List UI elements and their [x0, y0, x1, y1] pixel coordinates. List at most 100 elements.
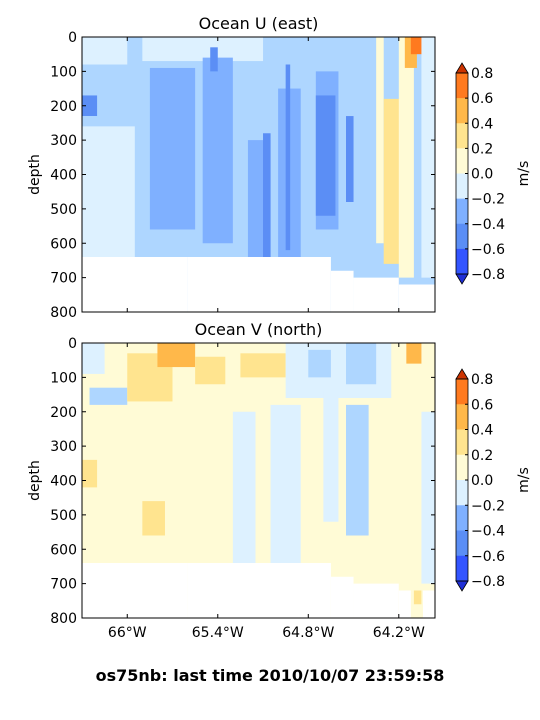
- heatmap-cell: [240, 353, 286, 378]
- y-axis-label: depth: [27, 154, 43, 195]
- colorbar-segment: [456, 480, 468, 506]
- colorbar-segment: [456, 429, 468, 456]
- colorbar-segment: [456, 98, 468, 124]
- heatmap-cell: [422, 590, 435, 618]
- y-axis-label: depth: [27, 460, 43, 501]
- colorbar-segment: [456, 379, 468, 405]
- heatmap-cell: [82, 116, 135, 127]
- heatmap-cell: [157, 343, 196, 368]
- colorbar-tick-label: 0.4: [471, 116, 493, 132]
- heatmap-cell: [330, 576, 354, 618]
- colorbar-tick-label: −0.8: [471, 267, 505, 283]
- heatmap-cell: [195, 356, 226, 385]
- colorbar-tick-label: −0.4: [471, 524, 505, 540]
- colorbar-extend-max: [455, 62, 469, 74]
- heatmap-cell: [323, 391, 339, 522]
- heatmap-cell: [410, 37, 423, 55]
- heatmap-cell: [82, 126, 135, 257]
- heatmap-cell: [345, 404, 369, 536]
- heatmap-cell: [308, 349, 331, 378]
- heatmap-cell: [82, 95, 98, 117]
- heatmap-cell: [406, 343, 422, 364]
- y-tick-label: 800: [50, 305, 77, 321]
- colorbar-tick-label: 0.2: [471, 141, 493, 157]
- colorbar-tick-label: −0.2: [471, 498, 505, 514]
- heatmap-cell: [82, 563, 188, 618]
- colorbar-segment: [456, 198, 468, 225]
- heatmap-cell: [232, 411, 256, 563]
- y-tick-label: 700: [50, 271, 77, 287]
- colorbar-segment: [456, 173, 468, 200]
- panel-1: Ocean U (east) 0 100 200 300 400 500 600 700 800 d…: [27, 14, 532, 321]
- colorbar-tick-label: −0.8: [471, 574, 505, 590]
- colorbar-segment: [456, 555, 468, 582]
- colorbar-tick-label: −0.2: [471, 192, 505, 208]
- heatmap-cell: [149, 67, 196, 230]
- y-tick-label: 200: [50, 99, 77, 115]
- heatmap-cell: [270, 404, 301, 563]
- heatmap-cell: [202, 57, 233, 244]
- heatmap-cell: [421, 37, 435, 278]
- heatmap-cell: [398, 37, 414, 278]
- colorbar-segment: [456, 248, 468, 275]
- y-tick-label: 100: [50, 370, 77, 386]
- heatmap-cell: [353, 583, 399, 618]
- y-tick-label: 800: [50, 611, 77, 627]
- heatmap-cell: [82, 459, 98, 488]
- colorbar-tick-label: 0.0: [471, 167, 493, 183]
- colorbar-segment: [456, 404, 468, 430]
- heatmap-cell: [353, 277, 399, 312]
- colorbar-tick-label: 0.4: [471, 423, 493, 439]
- heatmap-cell: [82, 37, 128, 65]
- heatmap-cell: [398, 590, 411, 618]
- heatmap-cell: [398, 284, 435, 312]
- x-tick-label: 66°W: [108, 625, 147, 641]
- colorbar-tick-label: 0.0: [471, 473, 493, 489]
- colorbar-segment: [456, 148, 468, 174]
- colorbar-segment: [456, 223, 468, 250]
- y-tick-label: 500: [50, 508, 77, 524]
- colorbar-segment: [456, 123, 468, 149]
- x-tick-label: 64.2°W: [373, 625, 425, 641]
- colorbar-extend-max: [455, 368, 469, 380]
- heatmap-cell: [263, 133, 271, 257]
- heatmap-cell: [315, 95, 336, 216]
- colorbar-tick-label: 0.6: [471, 397, 493, 413]
- heatmap-cell: [142, 37, 264, 62]
- heatmap-cell: [187, 563, 331, 618]
- y-tick-label: 200: [50, 405, 77, 421]
- colorbar-tick-label: −0.4: [471, 217, 505, 233]
- colorbar-extend-min: [455, 273, 469, 285]
- colorbar-segment: [456, 530, 468, 557]
- colorbar-segment: [456, 505, 468, 531]
- heatmap-cell: [345, 116, 354, 202]
- colorbar-tick-label: 0.8: [471, 372, 493, 388]
- y-tick-label: 600: [50, 542, 77, 558]
- footer-title: os75nb: last time 2010/10/07 23:59:58: [95, 666, 445, 685]
- heatmap-cell: [82, 257, 188, 312]
- y-tick-label: 600: [50, 236, 77, 252]
- colorbar-tick-label: 0.8: [471, 66, 493, 82]
- chart-title: Ocean V (north): [195, 320, 323, 339]
- colorbar-label: m/s: [516, 467, 532, 493]
- y-tick-label: 300: [50, 133, 77, 149]
- heatmap-cell: [285, 64, 291, 251]
- heatmap-cell: [376, 37, 384, 244]
- y-tick-label: 500: [50, 202, 77, 218]
- y-tick-label: 700: [50, 577, 77, 593]
- heatmap-cell: [383, 98, 402, 264]
- y-tick-label: 400: [50, 474, 77, 490]
- heatmap-cell: [89, 387, 128, 405]
- colorbar-tick-label: −0.6: [471, 242, 505, 258]
- heatmap-cell: [210, 47, 218, 72]
- heatmap-cell: [187, 257, 331, 312]
- colorbar-segment: [456, 73, 468, 99]
- heatmap-cell: [345, 343, 377, 385]
- y-tick-label: 0: [68, 336, 77, 352]
- heatmap-cell: [413, 590, 422, 605]
- colorbar-tick-label: 0.2: [471, 448, 493, 464]
- y-tick-label: 300: [50, 439, 77, 455]
- x-tick-label: 65.4°W: [192, 625, 244, 641]
- heatmap-cell: [421, 411, 435, 584]
